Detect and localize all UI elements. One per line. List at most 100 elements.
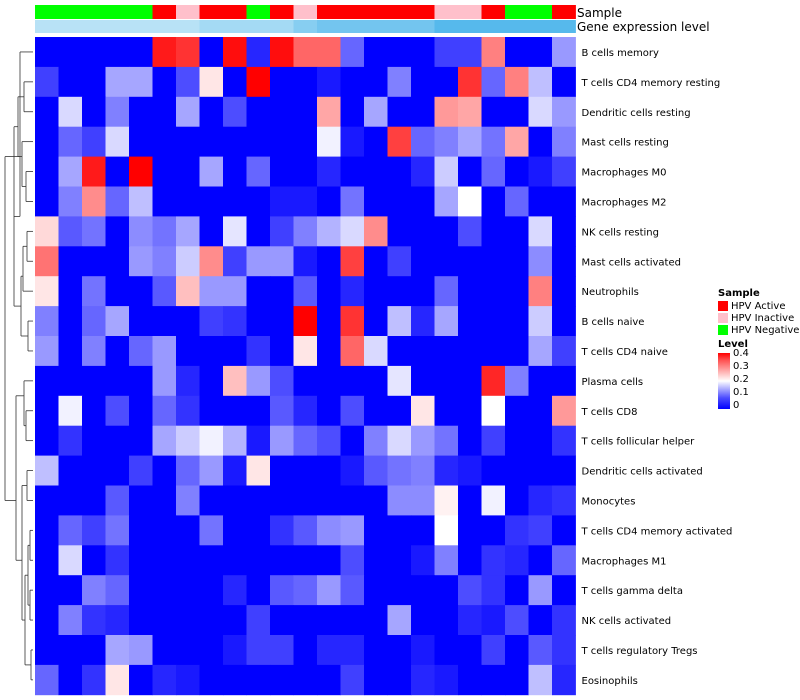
sample-annotation-cell: [528, 5, 553, 19]
heatmap-cell: [129, 186, 153, 217]
legend-swatch-hpv-negative: [718, 325, 728, 335]
heatmap-cell: [434, 156, 459, 187]
heatmap-cell: [411, 96, 435, 128]
heatmap-cell: [35, 545, 59, 576]
heatmap-cell: [481, 156, 506, 187]
heatmap-cell: [129, 246, 153, 277]
heatmap-cell: [364, 365, 388, 397]
row-label: Mast cells resting: [582, 138, 669, 149]
heatmap-cell: [223, 664, 247, 696]
heatmap-cell: [340, 186, 365, 217]
heatmap-cell: [528, 156, 553, 187]
heatmap-cell: [35, 365, 59, 397]
heatmap-cell: [58, 66, 83, 98]
heatmap-cell: [552, 96, 576, 128]
heatmap-cell: [340, 246, 365, 277]
heatmap-cell: [223, 635, 247, 666]
heatmap-cell: [481, 96, 506, 128]
heatmap-cell: [270, 515, 294, 546]
heatmap-cell: [387, 635, 412, 666]
heatmap-cell: [340, 216, 365, 247]
heatmap-cell: [199, 336, 224, 367]
heatmap-cell: [364, 96, 388, 128]
sample-annotation-cell: [246, 5, 271, 19]
heatmap-cell: [293, 365, 318, 397]
heatmap-cell: [199, 306, 224, 337]
heatmap-cell: [387, 156, 412, 187]
heatmap-cell: [176, 126, 200, 157]
heatmap-cell: [434, 37, 459, 68]
heatmap-cell: [223, 96, 247, 128]
heatmap-cell: [270, 216, 294, 247]
heatmap-cell: [364, 126, 388, 157]
heatmap-cell: [293, 395, 318, 427]
heatmap-cell: [458, 336, 482, 367]
heatmap-cell: [364, 605, 388, 636]
heatmap-cell: [481, 664, 506, 696]
heatmap-cell: [552, 156, 576, 187]
heatmap-cell: [434, 664, 459, 696]
heatmap-cell: [552, 515, 576, 546]
heatmap-cell: [411, 66, 435, 98]
expression-annotation-cell: [223, 20, 247, 33]
expression-annotation-cell: [270, 20, 294, 33]
heatmap-cell: [35, 336, 59, 367]
sample-annotation-cell: [176, 5, 200, 19]
row-label: T cells CD4 memory resting: [581, 78, 721, 89]
heatmap-cell: [505, 246, 529, 277]
sample-annotation-cell: [129, 5, 153, 19]
expression-annotation-cell: [58, 20, 83, 33]
heatmap-cell: [317, 485, 341, 516]
heatmap-cell: [199, 455, 224, 486]
heatmap-cell: [364, 545, 388, 576]
row-label: T cells gamma delta: [581, 586, 683, 597]
heatmap-cell: [528, 455, 553, 486]
heatmap-cell: [364, 186, 388, 217]
heatmap-cell: [35, 276, 59, 307]
heatmap-cell: [176, 664, 200, 696]
heatmap-cell: [364, 246, 388, 277]
heatmap-cell: [364, 276, 388, 307]
row-label: T cells CD4 memory activated: [581, 526, 733, 537]
heatmap-cell: [270, 306, 294, 337]
heatmap-cell: [411, 635, 435, 666]
heatmap-cell: [223, 365, 247, 397]
heatmap-cell: [82, 96, 106, 128]
heatmap-cell: [223, 276, 247, 307]
heatmap-cell: [528, 365, 553, 397]
heatmap-cell: [105, 515, 130, 546]
heatmap-cell: [387, 246, 412, 277]
heatmap-cell: [411, 365, 435, 397]
expression-annotation-cell: [246, 20, 271, 33]
heatmap-cell: [317, 156, 341, 187]
heatmap-cell: [152, 455, 177, 486]
heatmap-cell: [387, 96, 412, 128]
heatmap-cell: [199, 515, 224, 546]
heatmap-cell: [293, 306, 318, 337]
heatmap-cell: [481, 605, 506, 636]
heatmap-cell: [129, 336, 153, 367]
heatmap-cell: [340, 306, 365, 337]
heatmap-cell: [364, 37, 388, 68]
heatmap-cell: [58, 216, 83, 247]
heatmap-cell: [340, 515, 365, 546]
heatmap-cell: [246, 37, 271, 68]
heatmap-cell: [411, 37, 435, 68]
heatmap-cell: [552, 336, 576, 367]
heatmap-cell: [552, 605, 576, 636]
heatmap-cell: [434, 336, 459, 367]
row-label: Neutrophils: [582, 287, 639, 298]
heatmap-cell: [505, 395, 529, 427]
legend: Sample HPV Active HPV Inactive HPV Negat…: [718, 288, 799, 411]
heatmap-cell: [82, 605, 106, 636]
sample-annotation-cell: [552, 5, 576, 19]
legend-level-scale: 0.4 0.3 0.2 0.1 0: [718, 349, 799, 411]
heatmap-cell: [552, 425, 576, 456]
heatmap-cell: [35, 37, 59, 68]
heatmap-cell: [58, 246, 83, 277]
heatmap-cell: [434, 395, 459, 427]
heatmap-cell: [35, 664, 59, 696]
heatmap-cell: [458, 276, 482, 307]
heatmap-cell: [340, 545, 365, 576]
heatmap-cell: [528, 37, 553, 68]
